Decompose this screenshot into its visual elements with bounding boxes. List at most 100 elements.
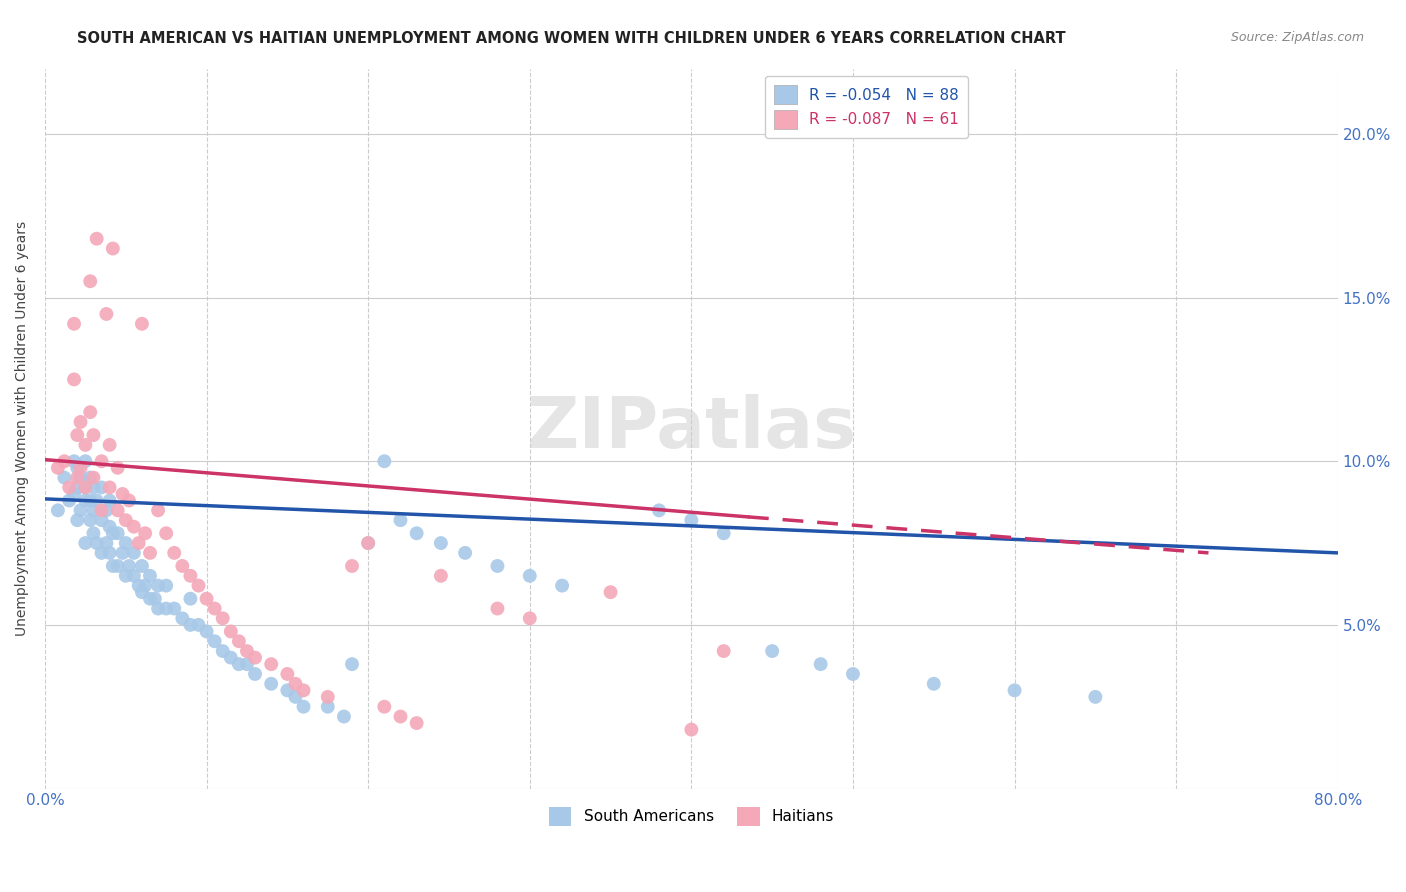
Point bbox=[69, 460, 91, 475]
Point bbox=[107, 503, 129, 517]
Point bbox=[155, 601, 177, 615]
Point bbox=[98, 519, 121, 533]
Point bbox=[75, 493, 97, 508]
Point bbox=[228, 657, 250, 672]
Point bbox=[155, 526, 177, 541]
Point bbox=[98, 493, 121, 508]
Point bbox=[128, 536, 150, 550]
Point bbox=[260, 677, 283, 691]
Point bbox=[1084, 690, 1107, 704]
Point bbox=[118, 559, 141, 574]
Point bbox=[146, 579, 169, 593]
Point bbox=[79, 274, 101, 288]
Point bbox=[69, 503, 91, 517]
Point bbox=[96, 307, 118, 321]
Point bbox=[922, 677, 945, 691]
Point bbox=[101, 559, 124, 574]
Point bbox=[761, 644, 783, 658]
Point bbox=[63, 317, 86, 331]
Point bbox=[131, 585, 153, 599]
Point bbox=[430, 536, 453, 550]
Point bbox=[713, 526, 735, 541]
Point bbox=[219, 650, 242, 665]
Point bbox=[46, 503, 69, 517]
Point bbox=[131, 317, 153, 331]
Point bbox=[648, 503, 671, 517]
Point bbox=[96, 536, 118, 550]
Point bbox=[236, 644, 259, 658]
Point bbox=[454, 546, 477, 560]
Point bbox=[1004, 683, 1026, 698]
Point bbox=[58, 493, 80, 508]
Point bbox=[90, 454, 112, 468]
Point bbox=[114, 569, 136, 583]
Point bbox=[134, 579, 156, 593]
Point bbox=[357, 536, 380, 550]
Point bbox=[204, 601, 226, 615]
Point bbox=[90, 503, 112, 517]
Point bbox=[389, 709, 412, 723]
Point bbox=[284, 677, 307, 691]
Point bbox=[333, 709, 356, 723]
Point bbox=[101, 526, 124, 541]
Point bbox=[90, 513, 112, 527]
Point bbox=[276, 683, 298, 698]
Point bbox=[69, 470, 91, 484]
Point bbox=[551, 579, 574, 593]
Y-axis label: Unemployment Among Women with Children Under 6 years: Unemployment Among Women with Children U… bbox=[15, 221, 30, 636]
Point bbox=[357, 536, 380, 550]
Point bbox=[82, 526, 104, 541]
Point bbox=[172, 611, 194, 625]
Point bbox=[219, 624, 242, 639]
Point bbox=[122, 519, 145, 533]
Point bbox=[79, 470, 101, 484]
Point bbox=[681, 723, 703, 737]
Point bbox=[340, 657, 363, 672]
Point bbox=[599, 585, 621, 599]
Point bbox=[243, 667, 266, 681]
Point bbox=[405, 716, 427, 731]
Point bbox=[260, 657, 283, 672]
Point bbox=[810, 657, 832, 672]
Legend: South Americans, Haitians: South Americans, Haitians bbox=[540, 798, 844, 835]
Point bbox=[58, 480, 80, 494]
Point bbox=[90, 480, 112, 494]
Point bbox=[163, 546, 186, 560]
Point bbox=[842, 667, 865, 681]
Point bbox=[90, 546, 112, 560]
Point bbox=[75, 480, 97, 494]
Point bbox=[681, 513, 703, 527]
Point bbox=[53, 454, 76, 468]
Point bbox=[228, 634, 250, 648]
Point bbox=[139, 591, 162, 606]
Point bbox=[69, 415, 91, 429]
Point bbox=[111, 487, 134, 501]
Text: SOUTH AMERICAN VS HAITIAN UNEMPLOYMENT AMONG WOMEN WITH CHILDREN UNDER 6 YEARS C: SOUTH AMERICAN VS HAITIAN UNEMPLOYMENT A… bbox=[77, 31, 1066, 46]
Point bbox=[75, 438, 97, 452]
Point bbox=[284, 690, 307, 704]
Point bbox=[98, 546, 121, 560]
Point bbox=[179, 569, 201, 583]
Point bbox=[63, 372, 86, 386]
Point bbox=[122, 569, 145, 583]
Point bbox=[146, 601, 169, 615]
Point bbox=[82, 503, 104, 517]
Point bbox=[46, 460, 69, 475]
Point bbox=[204, 634, 226, 648]
Point bbox=[389, 513, 412, 527]
Point bbox=[172, 559, 194, 574]
Point bbox=[111, 546, 134, 560]
Point bbox=[131, 559, 153, 574]
Point bbox=[187, 579, 209, 593]
Point bbox=[86, 536, 108, 550]
Text: ZIPatlas: ZIPatlas bbox=[526, 394, 856, 463]
Point bbox=[79, 493, 101, 508]
Point bbox=[107, 526, 129, 541]
Point bbox=[195, 591, 218, 606]
Point bbox=[114, 536, 136, 550]
Point bbox=[316, 690, 339, 704]
Point bbox=[236, 657, 259, 672]
Point bbox=[98, 480, 121, 494]
Point bbox=[82, 470, 104, 484]
Point bbox=[122, 546, 145, 560]
